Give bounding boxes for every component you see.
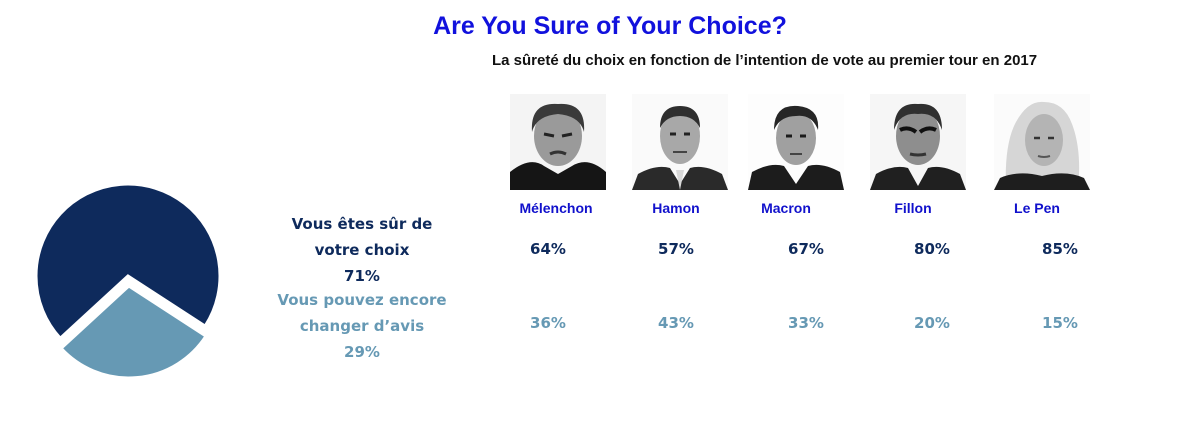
change-value-macron: 33% [788, 314, 824, 332]
sure-value-macron: 67% [788, 240, 824, 258]
pie-slice-sure [34, 182, 222, 341]
pie-slice-change [58, 284, 209, 380]
candidate-name-hamon: Hamon [652, 200, 700, 216]
pie-chart [34, 182, 222, 380]
change-value-hamon: 43% [658, 314, 694, 332]
le-pen-photo [994, 94, 1090, 190]
melenchon-photo [510, 94, 606, 190]
hamon-photo [632, 94, 728, 190]
legend-change-line2: changer d’avis [299, 317, 425, 335]
chart-title: Are You Sure of Your Choice? [0, 12, 1200, 41]
legend-sure: Vous êtes sûr de votre choix 71% [262, 211, 462, 289]
legend-change-value: 29% [344, 343, 380, 361]
fillon-photo [870, 94, 966, 190]
chart-subtitle: La sûreté du choix en fonction de l’inte… [492, 52, 1038, 69]
legend-change: Vous pouvez encore changer d’avis 29% [262, 287, 462, 365]
candidate-name-macron: Macron [761, 200, 811, 216]
candidate-name-melenchon: Mélenchon [519, 200, 593, 216]
legend-sure-line1: Vous êtes sûr de [291, 215, 433, 233]
change-value-melenchon: 36% [530, 314, 566, 332]
sure-value-le-pen: 85% [1042, 240, 1078, 258]
change-value-fillon: 20% [914, 314, 950, 332]
legend-sure-value: 71% [344, 267, 380, 285]
change-value-le-pen: 15% [1042, 314, 1078, 332]
chart-title-text: Are You Sure of Your Choice? [433, 12, 787, 40]
candidate-name-fillon: Fillon [894, 200, 932, 216]
sure-value-fillon: 80% [914, 240, 950, 258]
legend-change-line1: Vous pouvez encore [277, 291, 447, 309]
sure-value-melenchon: 64% [530, 240, 566, 258]
candidate-name-le-pen: Le Pen [1014, 200, 1060, 216]
legend-sure-line2: votre choix [314, 241, 410, 259]
sure-value-hamon: 57% [658, 240, 694, 258]
macron-photo [748, 94, 844, 190]
